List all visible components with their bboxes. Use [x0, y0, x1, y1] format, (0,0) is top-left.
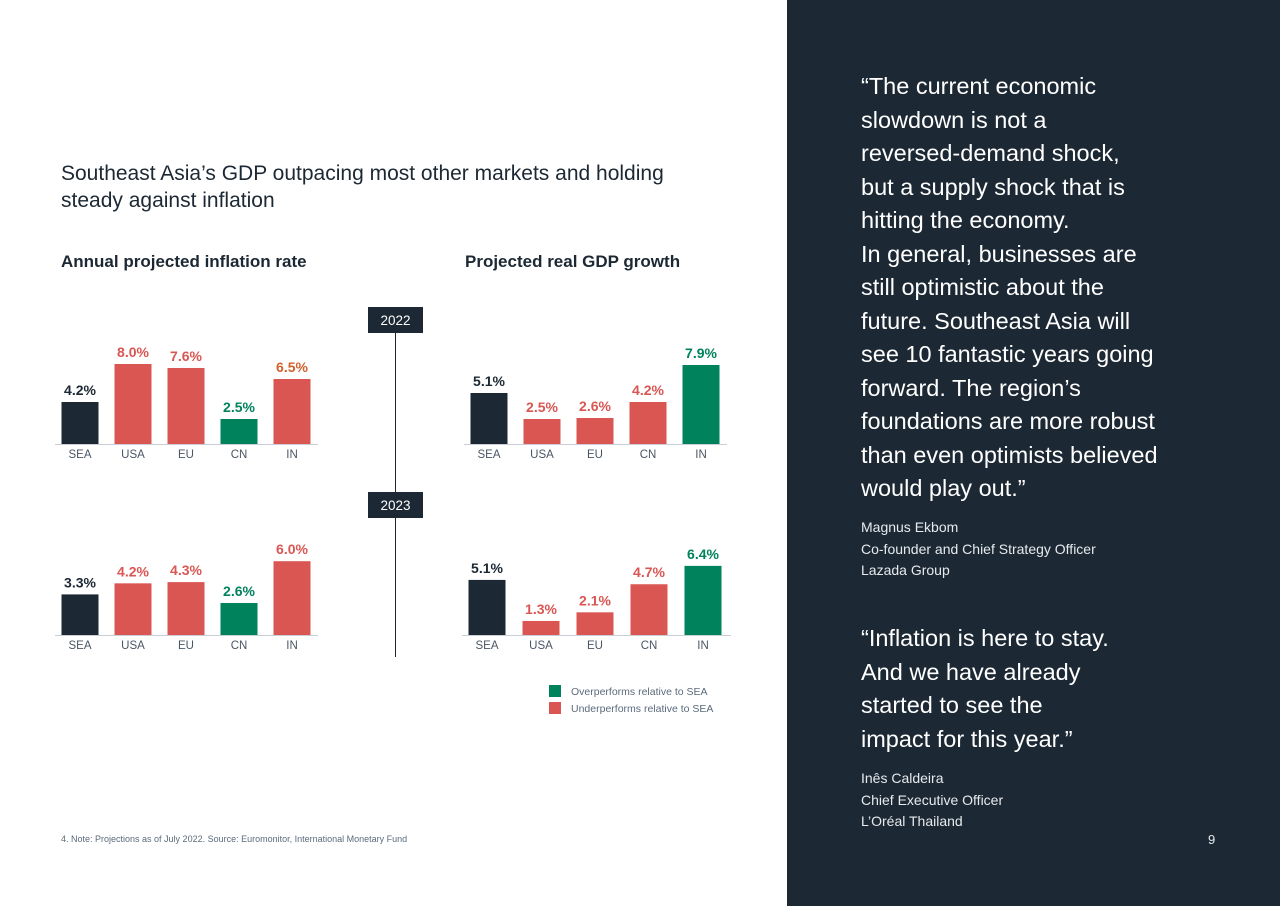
quote-author-name-2: Inês Caldeira	[861, 770, 944, 786]
inflation-2023-tick-label-cn: CN	[231, 640, 248, 652]
inflation-2022-tick-label-in: IN	[286, 449, 298, 461]
gdp-2023-tick-label-eu: EU	[587, 640, 603, 652]
quote-author-role-1: Co-founder and Chief Strategy Officer	[861, 540, 1096, 557]
inflation-2022-value-label-eu: 7.6%	[170, 348, 202, 364]
inflation-2023-bar-usa	[114, 583, 152, 635]
source-footnote: 4. Note: Projections as of July 2022. So…	[61, 834, 408, 844]
gdp-2022-bar-sea	[470, 393, 508, 444]
inflation-2022-value-label-in: 6.5%	[276, 359, 308, 375]
inflation-2022-bar-sea	[61, 402, 99, 444]
page-title: Southeast Asia’s GDP outpacing most othe…	[61, 162, 664, 212]
inflation-2023-value-label-in: 6.0%	[276, 541, 308, 557]
gdp-2022-value-label-cn: 4.2%	[632, 382, 664, 398]
inflation-2022-tick-label-cn: CN	[231, 449, 248, 461]
gdp-2022-tick-label-usa: USA	[530, 449, 554, 461]
quotes-panel: “The current economic slowdown is not a …	[787, 0, 1280, 906]
quote-author-role-2: Chief Executive Officer	[861, 791, 1004, 808]
year-badge-label-2022: 2022	[380, 313, 410, 328]
inflation-2023-tick-label-usa: USA	[121, 640, 145, 652]
gdp-2023-tick-label-sea: SEA	[475, 640, 498, 652]
gdp-2022-tick-label-in: IN	[695, 449, 707, 461]
inflation-2023-value-label-sea: 3.3%	[64, 574, 96, 590]
legend-swatch-1	[549, 685, 561, 697]
quote-text-2: “Inflation is here to stay. And we have …	[861, 625, 1109, 752]
quote-attribution-1: Magnus Ekbom Co-founder and Chief Strate…	[861, 517, 1211, 582]
year-badge-label-2023: 2023	[380, 498, 410, 513]
inflation-2023-value-label-usa: 4.2%	[117, 563, 149, 579]
inflation-2022-bar-usa	[114, 364, 152, 444]
gdp-2022-value-label-in: 7.9%	[685, 345, 717, 361]
inflation-2022-tick-label-sea: SEA	[68, 449, 91, 461]
gdp-chart-title: Projected real GDP growth	[465, 252, 681, 271]
gdp-2023-bar-in	[684, 565, 722, 635]
gdp-2022-bar-eu	[576, 418, 614, 444]
gdp-2022-value-label-eu: 2.6%	[579, 398, 611, 414]
gdp-2022-bar-in	[682, 365, 720, 444]
inflation-2023-bar-in	[273, 561, 311, 635]
inflation-2023-tick-label-in: IN	[286, 640, 298, 652]
inflation-2023-value-label-cn: 2.6%	[223, 583, 255, 599]
inflation-2022-bar-eu	[167, 368, 205, 444]
gdp-2023-tick-label-cn: CN	[641, 640, 658, 652]
gdp-2023-tick-label-in: IN	[697, 640, 709, 652]
inflation-2023-tick-label-sea: SEA	[68, 640, 91, 652]
gdp-2023-value-label-cn: 4.7%	[633, 564, 665, 580]
page-number: 9	[1208, 832, 1216, 847]
inflation-2023-tick-label-eu: EU	[178, 640, 194, 652]
inflation-2022-tick-label-eu: EU	[178, 449, 194, 461]
quote-author-company-1: Lazada Group	[861, 562, 950, 578]
inflation-2022-value-label-cn: 2.5%	[223, 399, 255, 415]
gdp-2023-value-label-in: 6.4%	[687, 546, 719, 562]
gdp-2022-tick-label-cn: CN	[640, 449, 657, 461]
quote-author-name-1: Magnus Ekbom	[861, 519, 959, 535]
inflation-chart-title: Annual projected inflation rate	[61, 252, 307, 271]
inflation-2023-bar-eu	[167, 582, 205, 635]
legend-label-1: Overperforms relative to SEA	[571, 686, 708, 698]
year-badge-2023	[368, 492, 423, 518]
inflation-2023-bar-sea	[61, 594, 99, 635]
gdp-2022-tick-label-sea: SEA	[477, 449, 500, 461]
legend-swatch-2	[549, 702, 561, 714]
quote-text-1: “The current economic slowdown is not a …	[861, 73, 1158, 501]
gdp-2022-value-label-usa: 2.5%	[526, 399, 558, 415]
gdp-2023-bar-usa	[522, 620, 560, 635]
quote-attribution-2: Inês Caldeira Chief Executive Officer L’…	[861, 768, 1211, 833]
gdp-2022-bar-cn	[629, 402, 667, 444]
gdp-2023-value-label-usa: 1.3%	[525, 601, 557, 617]
gdp-2023-value-label-sea: 5.1%	[471, 560, 503, 576]
gdp-2022-tick-label-eu: EU	[587, 449, 603, 461]
gdp-2022-bar-usa	[523, 419, 561, 444]
inflation-2023-value-label-eu: 4.3%	[170, 562, 202, 578]
inflation-2022-value-label-usa: 8.0%	[117, 344, 149, 360]
inflation-2022-value-label-sea: 4.2%	[64, 382, 96, 398]
inflation-2022-bar-cn	[220, 419, 258, 444]
gdp-2023-bar-sea	[468, 579, 506, 635]
gdp-2023-value-label-eu: 2.1%	[579, 592, 611, 608]
quote-author-company-2: L’Oréal Thailand	[861, 813, 963, 829]
gdp-2023-bar-eu	[576, 612, 614, 635]
year-badge-2022	[368, 307, 423, 333]
inflation-2022-tick-label-usa: USA	[121, 449, 145, 461]
legend-label-2: Underperforms relative to SEA	[571, 703, 713, 715]
charts-canvas: 4.2% SEA 8.0% USA 7.6% EU 2.5% CN 6.5% IN 3.3% SEA 4…	[55, 307, 731, 715]
gdp-2023-tick-label-usa: USA	[529, 640, 553, 652]
gdp-2023-bar-cn	[630, 584, 668, 635]
gdp-2022-value-label-sea: 5.1%	[473, 373, 505, 389]
inflation-2022-bar-in	[273, 379, 311, 444]
inflation-2023-bar-cn	[220, 603, 258, 635]
